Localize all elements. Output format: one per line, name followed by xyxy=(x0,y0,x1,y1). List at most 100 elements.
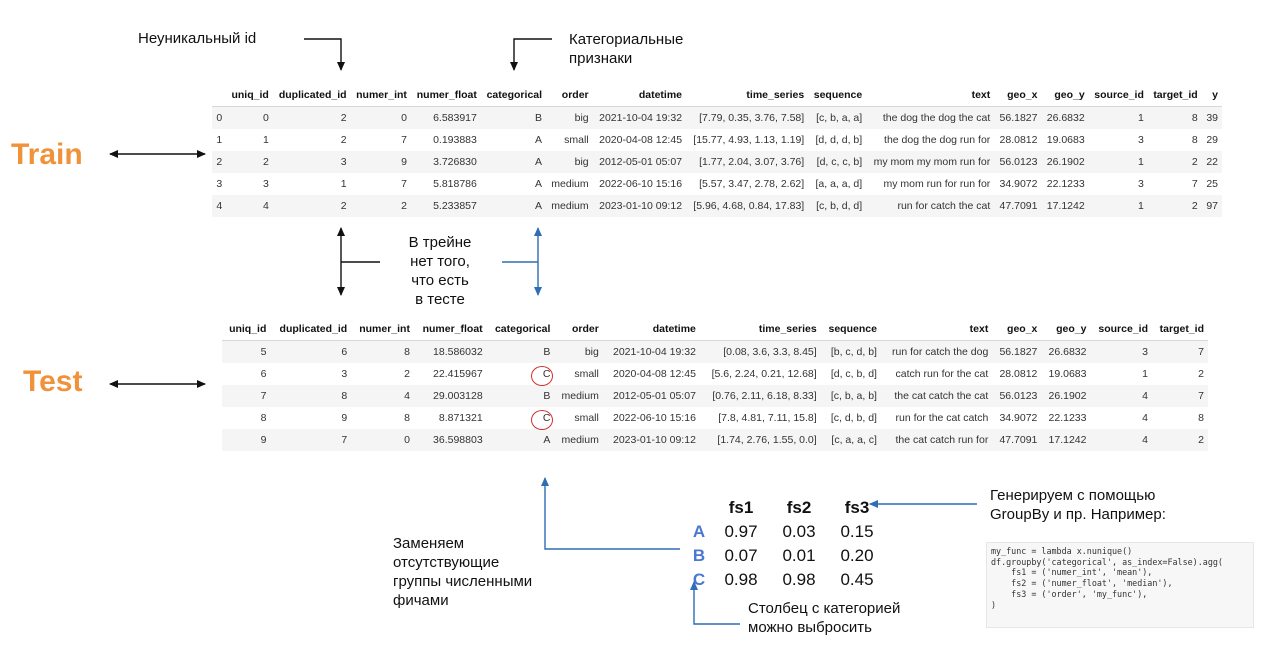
test-cell: 2 xyxy=(404,368,410,380)
train-cell: A xyxy=(480,195,547,217)
red-circle-highlight xyxy=(531,366,554,386)
test-cell: 2021-10-04 19:32 xyxy=(602,340,700,363)
test-col-header: duplicated_id xyxy=(270,318,352,341)
test-cell: 8.871321 xyxy=(438,412,483,424)
train-cell: [5.57, 3.47, 2.78, 2.62] xyxy=(699,178,805,190)
test-cell: 8 xyxy=(270,385,352,407)
test-cell: 2023-01-10 09:12 xyxy=(602,429,700,451)
train-label: Train xyxy=(11,138,83,171)
train-cell: 2 xyxy=(1147,151,1202,173)
test-cell: C xyxy=(487,407,555,430)
train-missing-line-1: В трейне xyxy=(408,234,472,251)
fs-cell: 0.20 xyxy=(840,546,874,565)
test-col-header: categorical xyxy=(486,318,555,341)
train-missing-line-2: нет того, xyxy=(410,253,470,270)
train-cell: A xyxy=(535,134,543,146)
train-cell: 1 xyxy=(340,178,347,190)
test-cell: 3 xyxy=(341,368,348,380)
generate-groupby-line-2: GroupBy и пр. Например: xyxy=(990,506,1166,523)
train-col-header: sequence xyxy=(808,84,867,107)
train-cell: 2 xyxy=(272,195,351,217)
test-col-header: uniq_id xyxy=(222,318,271,341)
train-col-header: geo_x xyxy=(994,84,1042,107)
train-cell: 3.726830 xyxy=(410,151,481,173)
test-cell: the cat catch run for xyxy=(880,429,993,451)
train-col-header: uniq_id xyxy=(226,84,273,107)
generate-groupby-note: Генерируем с помощью GroupBy и пр. Напри… xyxy=(990,486,1166,524)
train-cell: 2020-04-08 12:45 xyxy=(599,134,683,146)
train-cell: 3 xyxy=(1138,134,1144,146)
test-col-header: numer_int xyxy=(351,318,414,341)
fs-row: A 0.97 0.03 0.15 xyxy=(686,520,886,544)
groupby-code-block: my_func = lambda x.nunique() df.groupby('… xyxy=(986,542,1254,628)
train-cell: 26.6832 xyxy=(1041,106,1089,129)
train-missing-line-4: в тесте xyxy=(415,291,465,308)
test-col-header: datetime xyxy=(602,318,700,341)
test-cell: [1.74, 2.76, 1.55, 0.0] xyxy=(699,429,821,451)
train-cell: the dog the dog run for xyxy=(884,134,991,146)
test-cell: the cat catch the cat xyxy=(880,385,993,407)
train-cell: 0.193883 xyxy=(433,134,477,146)
train-cell: [d, c, c, b] xyxy=(808,151,867,173)
code-line: fs3 = ('order', 'my_func'), xyxy=(991,588,1148,599)
replace-groups-line-1: Заменяем xyxy=(393,535,465,552)
train-cell: 3 xyxy=(216,178,223,190)
train-cell: 2 xyxy=(272,106,351,129)
fs-features-table: fs1 fs2 fs3 A 0.97 0.03 0.15 B 0.07 0.01 0.20 C 0.9… xyxy=(686,496,886,592)
train-cell: 2 xyxy=(226,151,273,173)
train-cell: 29 xyxy=(1206,134,1218,146)
train-cell: [a, a, a, d] xyxy=(815,178,863,190)
test-cell: 22.415967 xyxy=(433,368,483,380)
train-cell: 2 xyxy=(212,151,227,173)
train-cell: 1 xyxy=(216,134,223,146)
train-cell: 25 xyxy=(1206,178,1218,190)
train-col-header: numer_float xyxy=(410,84,481,107)
train-col-header: datetime xyxy=(592,84,687,107)
test-cell: 29.003128 xyxy=(413,385,487,407)
train-cell: 7 xyxy=(401,134,407,146)
train-cell: 0 xyxy=(212,106,227,129)
train-cell: 2021-10-04 19:32 xyxy=(592,106,687,129)
drop-column-line-2: можно выбросить xyxy=(748,619,872,636)
train-cell: 34.9072 xyxy=(999,178,1038,190)
test-col-header: geo_y xyxy=(1041,318,1091,341)
train-cell: 0 xyxy=(350,106,411,129)
nonunique-id-arrow xyxy=(304,38,345,71)
categorical-features-label: Категориальные признаки xyxy=(569,30,683,68)
test-cell: 3 xyxy=(1090,340,1152,363)
circled-wrap: C xyxy=(531,410,554,430)
train-cell: A xyxy=(535,178,543,190)
train-cell: 7 xyxy=(1191,178,1198,190)
train-cell: 2012-05-01 05:07 xyxy=(592,151,687,173)
test-cell: 26.1902 xyxy=(1041,385,1091,407)
test-cell: small xyxy=(574,368,599,380)
red-circle-highlight xyxy=(531,410,554,430)
train-col-header: duplicated_id xyxy=(272,84,351,107)
fs-row: B 0.07 0.01 0.20 xyxy=(686,544,886,568)
fs-row: C 0.98 0.98 0.45 xyxy=(686,568,886,592)
test-cell: 8 xyxy=(260,412,267,424)
train-cell: 26.1902 xyxy=(1041,151,1089,173)
train-cell: the dog the dog the cat xyxy=(866,106,995,129)
test-cell: 9 xyxy=(222,429,271,451)
fs-col-header: fs1 xyxy=(728,498,754,517)
drop-column-note: Столбец с категорией можно выбросить xyxy=(748,599,900,637)
train-cell: 3 xyxy=(262,178,269,190)
test-cell: 34.9072 xyxy=(999,412,1038,424)
train-cell: 22 xyxy=(1201,151,1222,173)
train-missing-note: В трейне нет того, что есть в тесте xyxy=(388,233,492,309)
test-col-header: source_id xyxy=(1090,318,1152,341)
replace-groups-line-2: отсутствующие xyxy=(393,554,500,571)
test-cell: 5 xyxy=(222,340,271,363)
train-dataframe: uniq_id duplicated_id numer_int numer_float… xyxy=(212,84,1222,217)
test-cell: 4 xyxy=(1142,412,1148,424)
test-cell: 6 xyxy=(260,368,267,380)
train-cell: 9 xyxy=(350,151,411,173)
